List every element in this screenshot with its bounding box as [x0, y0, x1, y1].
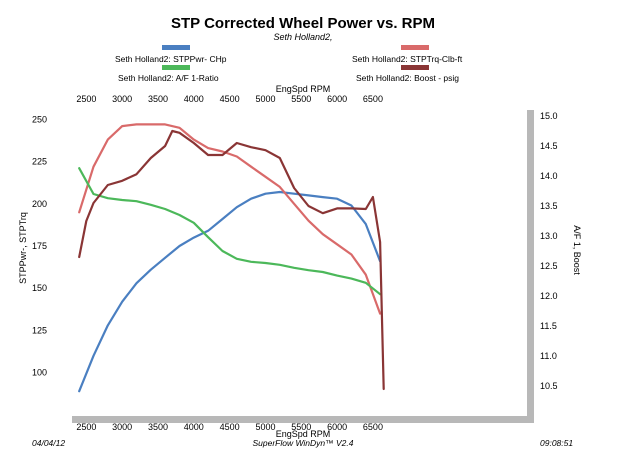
- afr-line: [78, 167, 382, 296]
- x-axis-label-bottom: EngSpd RPM: [276, 429, 331, 439]
- legend: Seth Holland2: STPPwr- CHp Seth Holland2…: [115, 45, 463, 83]
- y-tick-label-left: 200: [32, 199, 47, 209]
- chart-subtitle: Seth Holland2,: [273, 32, 332, 42]
- torque-line: [78, 123, 382, 315]
- x-tick-labels-top: 2500 3000 3500 4000 4500 5000 5500 6000 6500: [76, 94, 383, 104]
- x-tick-label-top: 6000: [327, 94, 347, 104]
- legend-label-power: Seth Holland2: STPPwr- CHp: [115, 54, 227, 64]
- x-tick-label-top: 4500: [220, 94, 240, 104]
- y-tick-label-right: 12.5: [540, 261, 558, 271]
- legend-label-torque: Seth Holland2: STPTrq-Clb-ft: [352, 54, 463, 64]
- x-tick-label-top: 5500: [291, 94, 311, 104]
- x-tick-label-top: 3500: [148, 94, 168, 104]
- footer-time: 09:08:51: [540, 438, 573, 448]
- x-tick-label-top: 4000: [184, 94, 204, 104]
- chart-title: STP Corrected Wheel Power vs. RPM: [171, 15, 435, 32]
- x-tick-label-bottom: 5500: [291, 422, 311, 432]
- x-tick-label-bottom: 4000: [184, 422, 204, 432]
- legend-swatch-boost: [401, 65, 429, 70]
- y-tick-label-right: 12.0: [540, 291, 558, 301]
- y-tick-label-left: 175: [32, 241, 47, 251]
- y-tick-label-left: 250: [32, 114, 47, 124]
- y-axis-label-right: A/F 1, Boost: [572, 225, 582, 275]
- legend-swatch-afr: [162, 65, 190, 70]
- y-tick-label-left: 225: [32, 157, 47, 167]
- x-tick-label-top: 2500: [76, 94, 96, 104]
- y-tick-label-right: 14.5: [540, 141, 558, 151]
- x-axis-label-top: EngSpd RPM: [276, 84, 331, 94]
- y-axis-label-left: STPPwr-, STPTrq: [18, 212, 28, 284]
- y-tick-label-right: 13.0: [540, 231, 558, 241]
- x-tick-label-bottom: 5000: [255, 422, 275, 432]
- y-tick-label-left: 150: [32, 283, 47, 293]
- y-tick-labels-left: 100 125 150 175 200 225 250: [32, 114, 47, 377]
- power-line: [78, 190, 382, 393]
- legend-label-boost: Seth Holland2: Boost - psig: [356, 73, 459, 83]
- y-tick-label-right: 11.5: [540, 321, 557, 331]
- footer-date: 04/04/12: [32, 438, 65, 448]
- x-tick-label-bottom: 6000: [327, 422, 347, 432]
- right-axis-band: [527, 110, 534, 423]
- y-tick-label-right: 10.5: [540, 381, 558, 391]
- y-tick-label-left: 125: [32, 325, 47, 335]
- y-tick-label-right: 13.5: [540, 201, 558, 211]
- x-tick-label-bottom: 2500: [76, 422, 96, 432]
- legend-swatch-power: [162, 45, 190, 50]
- y-tick-label-right: 14.0: [540, 171, 558, 181]
- y-tick-label-right: 11.0: [540, 351, 557, 361]
- series-layer: [78, 123, 385, 393]
- x-tick-label-bottom: 4500: [220, 422, 240, 432]
- bottom-axis-band: [72, 416, 534, 423]
- x-tick-labels-bottom: 2500 3000 3500 4000 4500 5000 5500 6000 6500: [76, 422, 383, 432]
- x-tick-label-bottom: 3500: [148, 422, 168, 432]
- x-tick-label-bottom: 6500: [363, 422, 383, 432]
- y-tick-label-right: 15.0: [540, 111, 558, 121]
- legend-swatch-torque: [401, 45, 429, 50]
- footer-software: SuperFlow WinDyn™ V2.4: [252, 438, 353, 448]
- legend-label-afr: Seth Holland2: A/F 1-Ratio: [118, 73, 219, 83]
- y-tick-label-left: 100: [32, 368, 47, 378]
- x-tick-label-top: 6500: [363, 94, 383, 104]
- y-tick-labels-right: 10.5 11.0 11.5 12.0 12.5 13.0 13.5 14.0 14.5 15.0: [540, 111, 558, 391]
- x-tick-label-bottom: 3000: [112, 422, 132, 432]
- x-tick-label-top: 5000: [255, 94, 275, 104]
- x-tick-label-top: 3000: [112, 94, 132, 104]
- boost-line: [78, 129, 385, 391]
